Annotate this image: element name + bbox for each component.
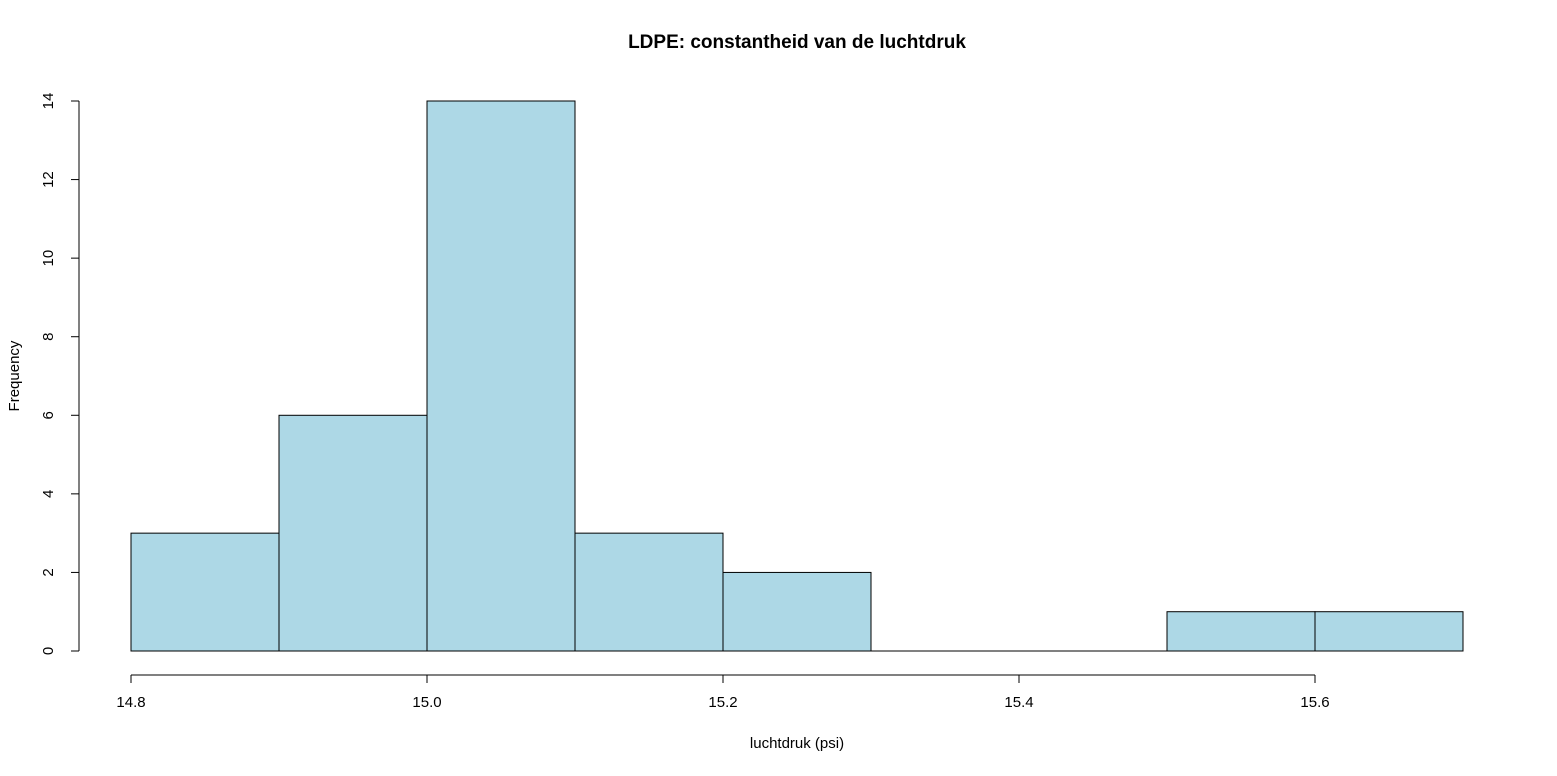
y-tick-label: 10 bbox=[40, 250, 57, 267]
x-tick-label: 14.8 bbox=[116, 694, 145, 711]
histogram-bar bbox=[574, 532, 724, 652]
x-tick-label: 15.0 bbox=[412, 694, 441, 711]
y-tick-label: 4 bbox=[40, 490, 57, 498]
histogram-bar bbox=[1314, 611, 1464, 652]
y-tick-label: 2 bbox=[40, 568, 57, 576]
histogram-bar bbox=[278, 414, 428, 652]
y-axis: 0 2 4 6 8 10 12 14 bbox=[40, 93, 80, 655]
x-tick-label: 15.6 bbox=[1300, 694, 1329, 711]
histogram-bar bbox=[1166, 611, 1316, 652]
x-axis-label: luchtdruk (psi) bbox=[750, 735, 844, 752]
histogram-bar bbox=[130, 532, 280, 652]
x-axis: 14.8 15.0 15.2 15.4 15.6 bbox=[116, 674, 1330, 711]
bars-layer bbox=[130, 100, 1464, 652]
y-tick-label: 14 bbox=[40, 93, 57, 110]
x-tick-label: 15.2 bbox=[708, 694, 737, 711]
y-tick-label: 8 bbox=[40, 333, 57, 341]
y-axis-label: Frequency bbox=[6, 340, 23, 411]
x-tick-label: 15.4 bbox=[1004, 694, 1033, 711]
y-tick-label: 0 bbox=[40, 647, 57, 655]
y-tick-label: 12 bbox=[40, 171, 57, 188]
histogram-bar bbox=[426, 100, 576, 652]
chart-title: LDPE: constantheid van de luchtdruk bbox=[628, 32, 966, 53]
y-tick-label: 6 bbox=[40, 411, 57, 419]
histogram-bar bbox=[722, 571, 872, 652]
